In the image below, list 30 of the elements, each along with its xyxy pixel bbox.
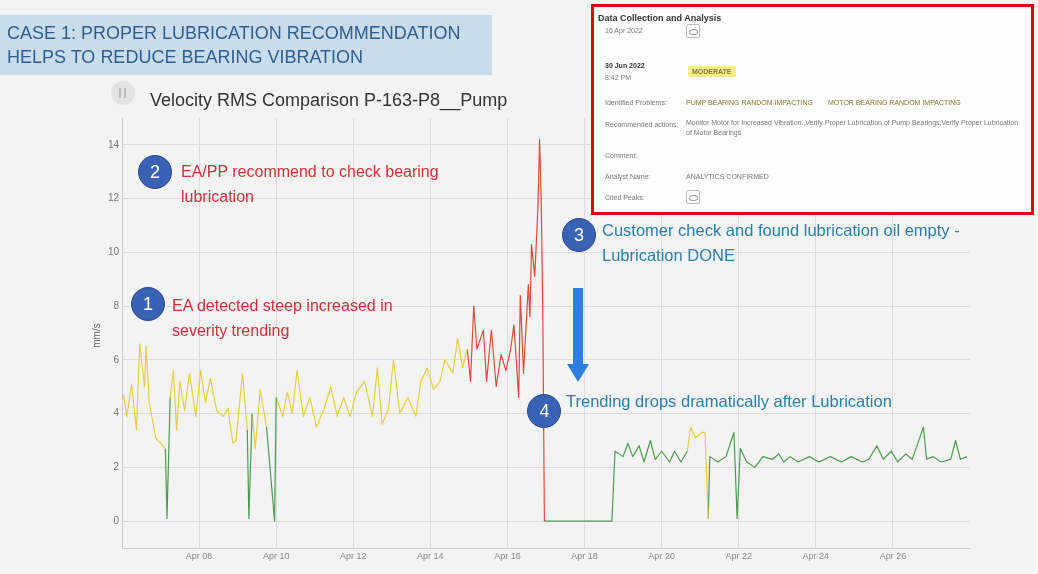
text: Data Collection and Analysis	[598, 13, 723, 23]
chart-subtitle: Velocity RMS Comparison P-163-P8__Pump	[150, 90, 508, 111]
x-tick-label: Apr 22	[725, 550, 752, 561]
x-tick-label: Apr 08	[185, 550, 213, 561]
y-axis-title: mm/s	[90, 323, 102, 348]
annotation: 3	[562, 218, 596, 252]
x-tick-label: Apr 26	[879, 550, 907, 561]
x-tick-label: Apr 18	[571, 550, 598, 561]
y-tick-label: 4	[113, 407, 120, 419]
y-tick-label: 14	[107, 138, 120, 150]
y-tick-label: 10	[107, 246, 120, 258]
annotation: Trending drops dramatically after Lubrication	[566, 391, 893, 412]
x-tick-label: Apr 10	[262, 550, 290, 561]
y-tick-label: 12	[107, 192, 120, 204]
chart-title: CASE 1: PROPER LUBRICATION RECOMMENDATION HELPS TO REDUCE BEARING VIBRATION	[0, 15, 492, 75]
x-tick-label: Apr 12	[340, 550, 367, 561]
x-tick-label: Apr 24	[802, 550, 830, 561]
x-tick-label: Apr 16	[494, 550, 521, 561]
y-tick-label: 6	[113, 353, 120, 365]
x-tick-label: Apr 20	[648, 550, 675, 561]
y-tick-label: 2	[113, 461, 120, 473]
annotation: Customer check and found lubrication oil empty - Lubrication DONE	[602, 220, 961, 266]
annotation: EA detected steep increased in severity trending	[172, 296, 394, 341]
annotation: 1	[131, 287, 165, 321]
y-tick-label: 8	[113, 299, 120, 311]
y-tick-label: 0	[113, 514, 120, 526]
x-tick-label: Apr 14	[417, 550, 444, 561]
annotation: 2	[138, 155, 172, 189]
annotation: 4	[527, 393, 562, 428]
annotation: EA/PP recommend to check bearing lubrication	[181, 162, 440, 207]
